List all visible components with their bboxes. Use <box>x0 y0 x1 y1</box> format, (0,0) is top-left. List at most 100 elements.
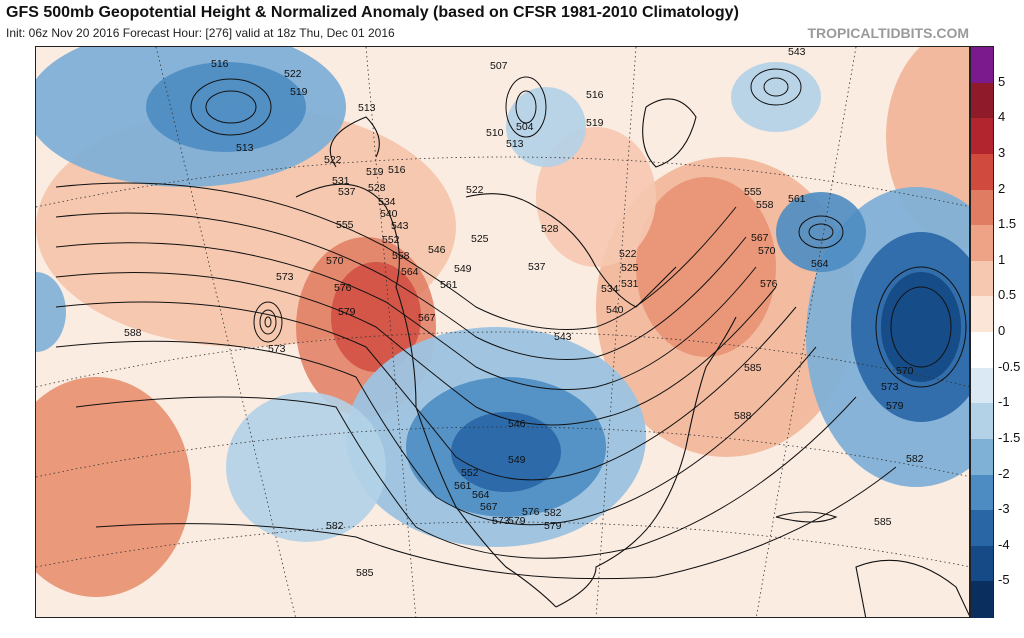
contour-label: 558 <box>756 199 774 211</box>
colorbar-segment <box>971 403 993 440</box>
contour-label: 528 <box>368 182 386 194</box>
contour-label: 525 <box>471 233 489 245</box>
contour-label-text: 519 <box>290 86 308 98</box>
contour-label: 516 <box>586 89 604 101</box>
coast-hudson <box>465 193 677 308</box>
contour-label-text: 552 <box>461 467 479 479</box>
contour-label-text: 543 <box>788 47 806 58</box>
contour-label: 519 <box>290 86 308 98</box>
colorbar-segment <box>971 474 993 511</box>
map-panel: 516 522 519 513 513 522 519 516 531 528 537 534 540 5… <box>35 46 970 618</box>
anomaly-positive-southwest <box>36 377 191 597</box>
coast-greenland <box>642 98 697 168</box>
contour-label-text: 561 <box>454 480 472 492</box>
contour-label: 525 <box>621 262 639 274</box>
contour-label-text: 555 <box>744 186 762 198</box>
contour-label: 570 <box>758 245 776 257</box>
coastlines <box>295 98 969 617</box>
contour-label-text: 585 <box>874 516 892 528</box>
colorbar-label: 0 <box>998 323 1006 338</box>
coast-alaska <box>329 116 380 168</box>
contour-label: 522 <box>324 154 342 166</box>
contour-label: 567 <box>480 501 498 513</box>
source-credit: TROPICALTIDBITS.COM <box>807 25 969 41</box>
contour-label: 567 <box>751 232 769 244</box>
contour-label: 543 <box>788 47 806 58</box>
contour-label-text: 558 <box>392 250 410 262</box>
map-title: GFS 500mb Geopotential Height & Normaliz… <box>6 4 739 21</box>
contour-label: 576 <box>334 282 352 294</box>
contour-label-text: 513 <box>236 142 254 154</box>
contour-label-text: 513 <box>506 138 524 150</box>
colorbar-segment <box>971 367 993 404</box>
colorbar-label: 1.5 <box>998 216 1017 232</box>
anomaly-positive-hudson <box>536 127 656 267</box>
contour-label: 513 <box>236 142 254 154</box>
contour-label-text: 537 <box>528 261 546 273</box>
contour-label: 513 <box>358 102 376 114</box>
contour-label: 552 <box>461 467 479 479</box>
contour-label-text: 564 <box>401 266 419 278</box>
contour-label-text: 531 <box>621 278 639 290</box>
graticule <box>36 47 969 617</box>
anomaly-negative-edge <box>36 272 66 352</box>
colorbar-label: -4 <box>998 536 1010 552</box>
anomaly-positive-core <box>331 262 421 372</box>
contour-label: 537 <box>528 261 546 273</box>
coast-east <box>555 316 737 608</box>
contour-label: 519 <box>366 166 384 178</box>
contour-label-text: 510 <box>486 127 504 139</box>
colorbar-label: -1.5 <box>998 429 1021 445</box>
contour-label: 561 <box>788 193 806 205</box>
contour-label: 579 <box>508 515 526 527</box>
contour-label: 567 <box>418 312 436 324</box>
contour-label: 579 <box>544 520 562 532</box>
colorbar-segment <box>971 438 993 475</box>
colorbar-segment <box>971 153 993 190</box>
contour-label: 519 <box>586 117 604 129</box>
contour-label-text: 528 <box>368 182 386 194</box>
colorbar-segment <box>971 82 993 119</box>
colorbar-segment <box>971 296 993 333</box>
colorbar-segment <box>971 545 993 582</box>
contour-label-text: 537 <box>338 186 356 198</box>
contour-label: 528 <box>541 223 559 235</box>
contour-label: 573 <box>492 515 510 527</box>
contour-label-text: 516 <box>388 164 406 176</box>
contour-label-text: 525 <box>471 233 489 245</box>
height-contours <box>55 68 967 580</box>
contour-label: 552 <box>382 234 400 246</box>
anomaly-negative-bering-core <box>146 62 306 152</box>
contour-label: 546 <box>508 418 526 430</box>
contour-label-text: 528 <box>541 223 559 235</box>
contour-label-text: 504 <box>516 121 534 133</box>
contour-label: 573 <box>881 381 899 393</box>
coast-south-america <box>855 559 969 617</box>
colorbar-label: 3 <box>998 144 1006 160</box>
contour-label: 540 <box>606 304 624 316</box>
contour-label: 576 <box>522 506 540 518</box>
contour-label: 582 <box>326 520 344 532</box>
map-subtitle: Init: 06z Nov 20 2016 Forecast Hour: [27… <box>6 26 395 40</box>
contour-label-text: 585 <box>744 362 762 374</box>
contour-label: 582 <box>906 453 924 465</box>
contour-label-text: 546 <box>508 418 526 430</box>
colorbar-segment <box>971 510 993 547</box>
contour-label: 531 <box>332 175 350 187</box>
contour-label: 564 <box>472 489 490 501</box>
contour-label-text: 567 <box>418 312 436 324</box>
anomaly-negative-small-low <box>776 192 866 272</box>
contour-label-text: 555 <box>336 219 354 231</box>
colorbar-label: 5 <box>998 73 1006 89</box>
contour-label-text: 525 <box>621 262 639 274</box>
contour-label-text: 516 <box>211 58 229 70</box>
contour-label: 546 <box>428 244 446 256</box>
colorbar-label: 0.5 <box>998 287 1017 303</box>
contour-label: 570 <box>326 255 344 267</box>
contour-label-text: 534 <box>601 283 619 295</box>
contour-label-text: 579 <box>338 306 356 318</box>
contour-label-text: 582 <box>906 453 924 465</box>
colorbar-label: 4 <box>998 109 1006 125</box>
contour-label-text: 588 <box>734 410 752 422</box>
